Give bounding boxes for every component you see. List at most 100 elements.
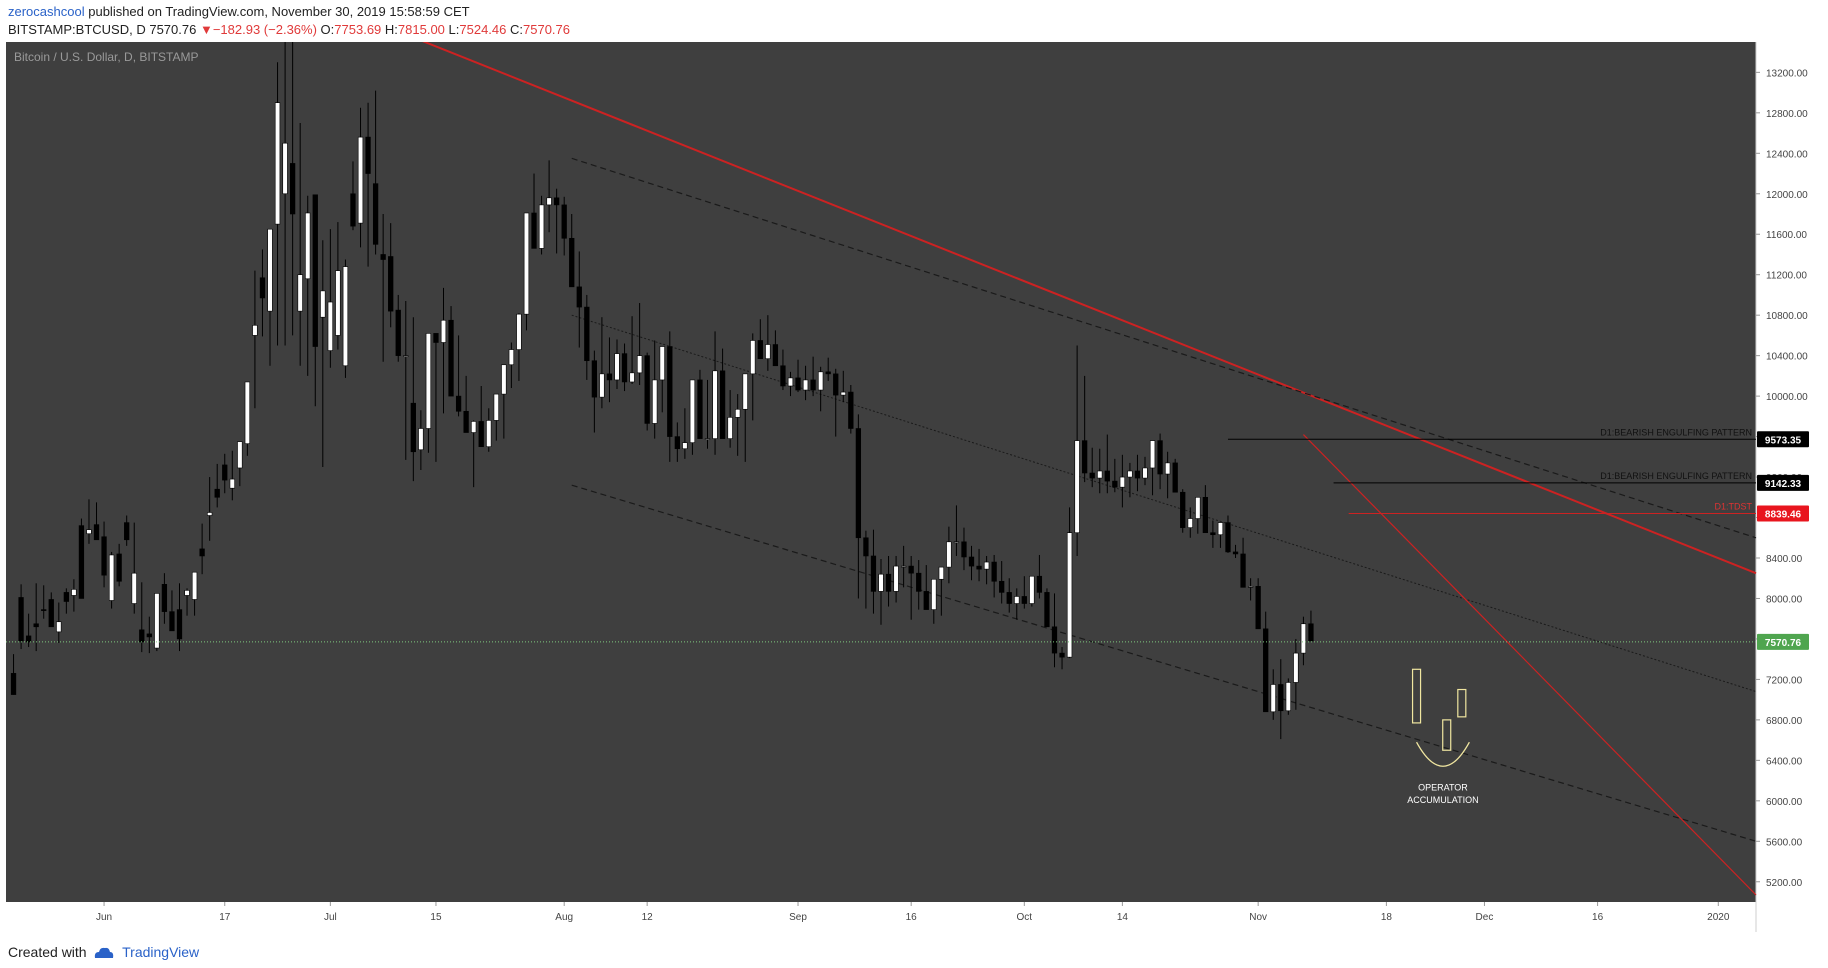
y-tick-label: 10800.00 — [1766, 311, 1808, 322]
x-tick-label: Aug — [555, 912, 573, 923]
candle-body — [1119, 476, 1126, 488]
candle-body — [335, 270, 341, 336]
candle-body — [222, 464, 228, 481]
level-label: D1:TDST — [1714, 502, 1752, 512]
candle-body — [599, 373, 605, 398]
candle-body — [991, 561, 997, 582]
candle-body — [999, 580, 1005, 593]
current-price-tag: 7570.76 — [1765, 638, 1802, 649]
time-axis[interactable] — [6, 902, 1756, 932]
candle-body — [1263, 628, 1269, 713]
candle-body — [493, 393, 499, 421]
x-tick-label: Jun — [96, 912, 112, 923]
x-tick-label: Nov — [1249, 912, 1267, 923]
candle-body — [1104, 470, 1110, 482]
candle-body — [621, 353, 628, 383]
candle-body — [1210, 532, 1216, 536]
candle-body — [282, 142, 288, 195]
candle-body — [486, 420, 492, 448]
candle-body — [591, 360, 598, 398]
candle-body — [606, 373, 613, 381]
candle-body — [629, 372, 635, 383]
candle-body — [1014, 596, 1020, 604]
candle-body — [508, 349, 515, 366]
y-tick-label: 11200.00 — [1766, 271, 1807, 282]
x-tick-label: Jul — [324, 912, 337, 923]
author-link[interactable]: zerocashcool — [8, 4, 85, 19]
candle-body — [56, 621, 62, 633]
x-tick-label: Sep — [789, 912, 807, 923]
candle-body — [365, 136, 371, 174]
candle-body — [1164, 462, 1171, 475]
x-tick-label: 16 — [906, 912, 918, 923]
current-price-tag-bg — [1757, 633, 1809, 650]
candle-body — [1240, 553, 1246, 588]
y-tick-label: 7200.00 — [1766, 675, 1803, 686]
channel-lower-line — [571, 484, 1757, 842]
trend-lines — [422, 42, 1757, 896]
candle-body — [350, 193, 356, 227]
candle-body — [289, 163, 296, 215]
price-change: −182.93 (−2.36%) — [212, 22, 317, 37]
candle-body — [1082, 440, 1088, 474]
candle-body — [63, 592, 69, 602]
x-tick-label: 15 — [430, 912, 442, 923]
candle-body — [267, 228, 273, 312]
candle-body — [644, 355, 650, 424]
candle-body — [463, 410, 469, 433]
x-tick-label: 14 — [1117, 912, 1129, 923]
x-tick-label: 12 — [642, 912, 654, 923]
tradingview-logo-icon — [95, 948, 114, 959]
accumulation-box — [1442, 719, 1452, 751]
candle-body — [1074, 440, 1080, 534]
candle-body — [787, 377, 794, 387]
price-tag-bg — [1757, 505, 1809, 522]
candle-body — [983, 561, 990, 570]
candle-body — [380, 254, 386, 260]
candle-body — [569, 237, 575, 288]
low-value: 7524.46 — [459, 22, 507, 37]
candle-body — [425, 333, 432, 429]
published-text: published on TradingView.com, November 3… — [88, 4, 470, 19]
candle-body — [727, 417, 733, 439]
candle-body — [478, 421, 484, 448]
level-label: D1:BEARISH ENGULFING PATTERN — [1600, 471, 1752, 481]
candle-body — [1142, 467, 1148, 479]
candle-body — [923, 591, 929, 610]
candle-body — [1029, 575, 1035, 604]
y-tick-label: 8000.00 — [1766, 594, 1803, 605]
candle-body — [229, 478, 235, 489]
candle-body — [855, 428, 862, 539]
close-value: 7570.76 — [523, 22, 570, 37]
price-tag-label: 9142.33 — [1765, 479, 1802, 490]
candle-body — [18, 597, 24, 642]
candle-body — [1285, 682, 1291, 712]
candle-body — [938, 566, 944, 580]
x-tick-label: 16 — [1592, 912, 1604, 923]
candle-body — [795, 377, 801, 391]
candle-body — [554, 197, 560, 206]
candle-body — [1300, 623, 1307, 654]
accumulation-box — [1411, 668, 1422, 724]
price-chart[interactable]: Bitcoin / U.S. Dollar, D, BITSTAMP OPERA… — [6, 42, 1828, 932]
price-tag-bg — [1757, 474, 1809, 491]
candle-body — [124, 522, 130, 541]
symbol-ohlc-line: BITSTAMP:BTCUSD, D 7570.76 ▼−182.93 (−2.… — [8, 22, 570, 37]
candle-body — [946, 541, 952, 568]
candle-body — [108, 554, 115, 601]
candle-body — [1255, 586, 1261, 630]
plot-area[interactable] — [6, 42, 1756, 902]
candle-body — [772, 344, 779, 367]
candle-body — [154, 593, 160, 649]
x-tick-label: Oct — [1017, 912, 1033, 923]
y-tick-label: 12400.00 — [1766, 149, 1808, 160]
candle-body — [33, 623, 39, 628]
candle-body — [682, 442, 688, 450]
candle-body — [131, 572, 137, 604]
candle-body — [840, 391, 846, 396]
candle-body — [546, 197, 552, 206]
candle-body — [146, 633, 152, 638]
candle-body — [531, 212, 537, 249]
tradingview-link[interactable]: TradingView — [122, 944, 200, 960]
candle-body — [78, 525, 85, 599]
